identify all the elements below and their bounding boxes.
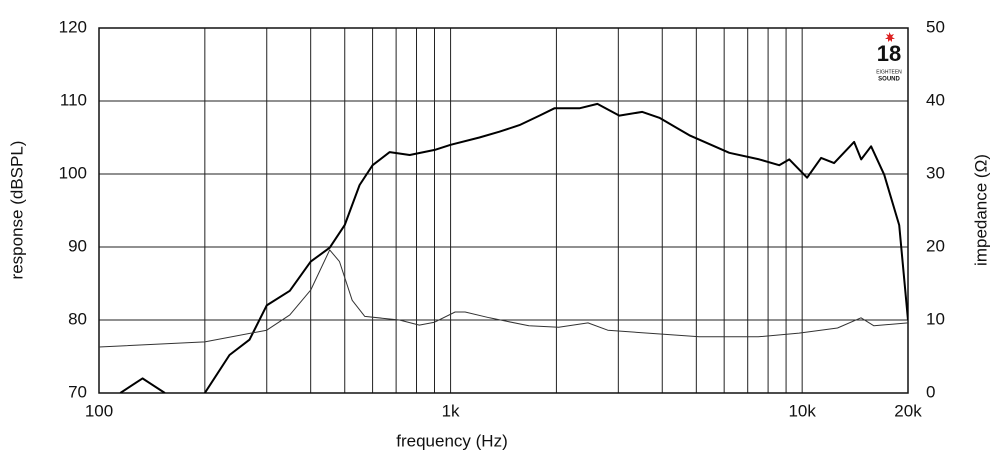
x-axis-label: frequency (Hz) xyxy=(396,431,507,450)
logo-star xyxy=(885,32,895,42)
y2-tick-label: 40 xyxy=(926,90,945,109)
logo-text: EIGHTEEN xyxy=(876,69,902,75)
series-line xyxy=(119,102,908,393)
y-tick-label: 100 xyxy=(59,163,87,182)
y2-tick-label: 30 xyxy=(926,163,945,182)
logo-text: SOUND xyxy=(878,77,900,83)
y-axis-label: response (dBSPL) xyxy=(7,141,26,280)
x-tick-label: 20k xyxy=(894,401,922,420)
y2-tick-label: 50 xyxy=(926,17,945,36)
y-tick-label: 120 xyxy=(59,17,87,36)
x-tick-label: 100 xyxy=(85,401,113,420)
y-tick-label: 70 xyxy=(68,382,87,401)
y2-tick-label: 10 xyxy=(926,309,945,328)
x-tick-label: 1k xyxy=(442,401,460,420)
series-line xyxy=(99,249,908,348)
y2-tick-label: 0 xyxy=(926,382,935,401)
y2-axis-label: impedance (Ω) xyxy=(971,154,990,266)
logo-number: 18 xyxy=(877,41,901,66)
y2-tick-label: 20 xyxy=(926,236,945,255)
x-tick-label: 10k xyxy=(788,401,816,420)
plot-frame xyxy=(98,27,909,394)
y-tick-label: 80 xyxy=(68,309,87,328)
y-tick-label: 90 xyxy=(68,236,87,255)
y-tick-label: 110 xyxy=(60,90,87,109)
logo: 18 EIGHTEEN SOUND xyxy=(876,32,902,83)
